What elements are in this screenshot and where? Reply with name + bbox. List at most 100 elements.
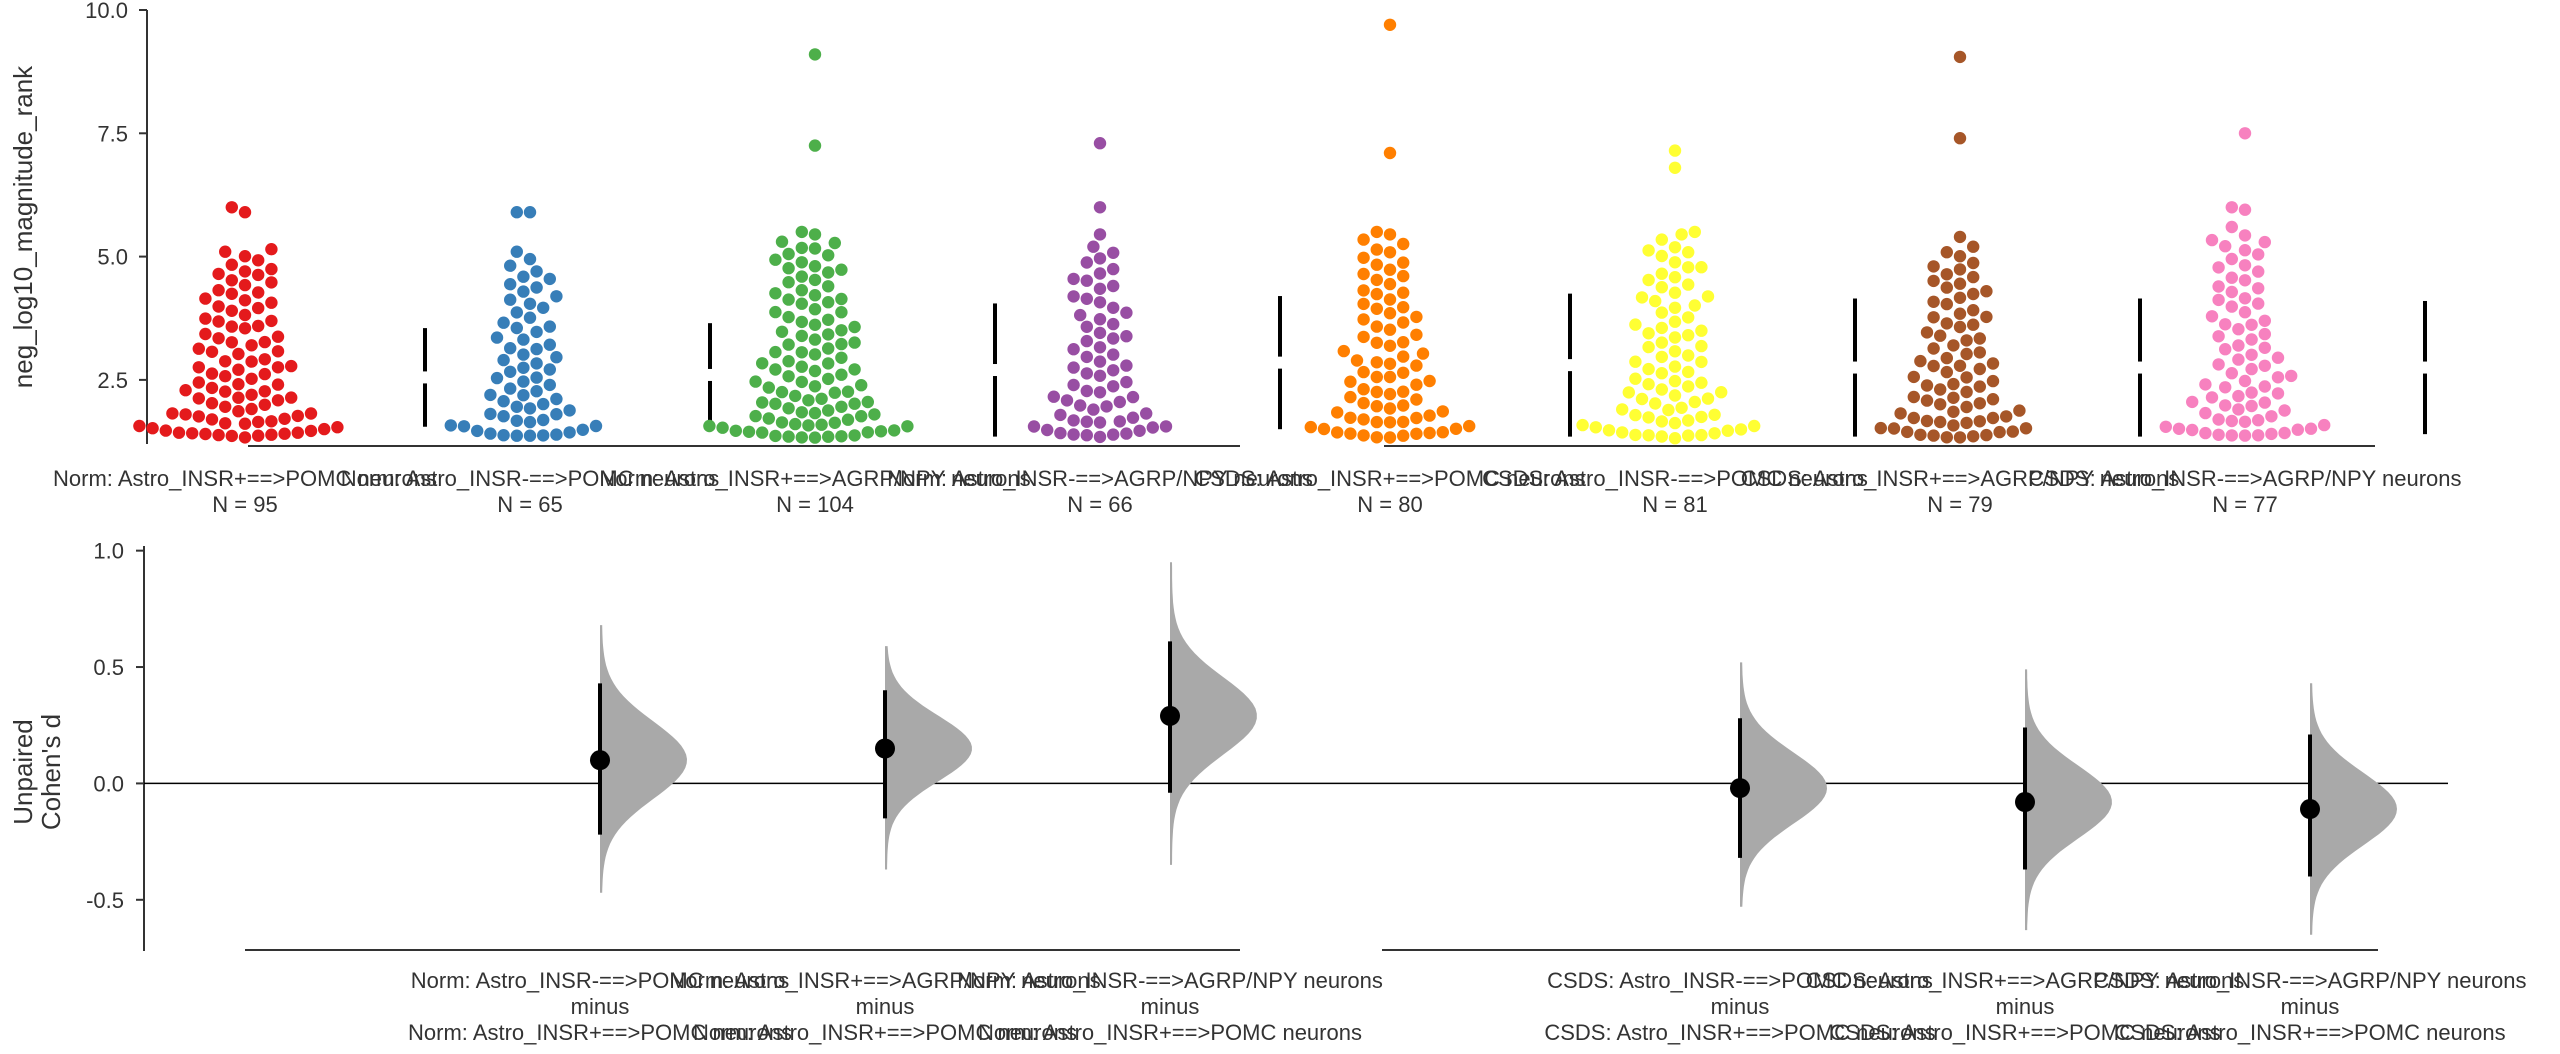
bottom-y-tick-label: 0.5	[93, 655, 124, 680]
swarm-point	[271, 394, 285, 407]
swarm-point	[1940, 297, 1954, 311]
swarm-point	[1357, 284, 1370, 297]
swarm-point	[1973, 362, 1987, 376]
swarm-point	[238, 265, 252, 278]
swarm-point	[245, 402, 258, 416]
swarm-point	[212, 284, 225, 297]
swarm-point	[1133, 424, 1146, 437]
swarm-point	[835, 263, 848, 276]
swarm-point	[769, 287, 782, 300]
swarm-point	[2199, 426, 2212, 440]
swarm-point	[291, 409, 304, 423]
swarm-point	[822, 328, 835, 341]
swarm-point	[1357, 251, 1370, 264]
swarm-point	[146, 422, 159, 435]
swarm-point	[1140, 407, 1153, 420]
group-label: Norm: Astro_INSR-==>POMC neurons	[341, 466, 719, 491]
swarm-point	[1410, 427, 1423, 440]
swarm-point	[1927, 274, 1940, 288]
swarm-point	[2278, 404, 2291, 417]
swarm-point	[795, 315, 808, 329]
swarm-point	[1642, 429, 1655, 442]
swarm-point	[2232, 339, 2245, 352]
swarm-point	[2271, 351, 2285, 364]
swarm-point	[510, 206, 523, 219]
swarm-point	[1383, 370, 1397, 384]
swarm-point	[868, 408, 881, 421]
swarm-point	[1668, 389, 1682, 402]
swarm-point	[1027, 420, 1041, 433]
swarm-point	[1436, 426, 1450, 439]
swarm-point	[1107, 332, 1120, 345]
swarm-point	[205, 413, 219, 426]
swarm-point	[1668, 416, 1682, 430]
swarm-point	[1973, 332, 1987, 345]
swarm-point	[523, 297, 537, 310]
swarm-point	[245, 355, 258, 368]
swarm-point	[1060, 394, 1074, 407]
swarm-point	[822, 266, 835, 279]
swarm-point	[888, 424, 901, 437]
swarm-point	[769, 253, 782, 266]
swarm-point	[517, 285, 530, 298]
comparison-test-label: CSDS: Astro_INSR-==>POMC neurons	[1547, 968, 1933, 993]
swarm-point	[2238, 274, 2252, 287]
swarm-point	[795, 406, 808, 419]
group-n-label: N = 81	[1642, 492, 1707, 517]
bottom-y-axis-label-line1: Unpaired	[8, 719, 38, 825]
effect-size-point	[1160, 705, 1180, 726]
swarm-point	[795, 360, 808, 373]
swarm-point	[1576, 418, 1589, 432]
swarm-point	[1668, 241, 1682, 254]
comparison-test-label: Norm: Astro_INSR+==>AGRP/NPY neurons	[669, 968, 1100, 993]
swarm-point	[1436, 405, 1450, 418]
swarm-point	[1668, 315, 1682, 328]
swarm-point	[271, 378, 285, 391]
swarm-point	[729, 424, 742, 437]
swarm-point	[1397, 429, 1410, 442]
swarm-point	[1383, 18, 1397, 31]
swarm-point	[179, 408, 192, 421]
swarm-point	[1397, 350, 1410, 363]
swarm-point	[2238, 244, 2252, 257]
swarm-point	[245, 339, 258, 352]
swarm-point	[1642, 244, 1655, 257]
bootstrap-distribution	[2025, 669, 2112, 931]
swarm-point	[835, 324, 848, 337]
swarm-point	[271, 345, 285, 358]
swarm-point	[1708, 408, 1721, 421]
swarm-point	[1093, 430, 1107, 444]
swarm-point	[1080, 415, 1094, 428]
swarm-point	[504, 342, 517, 355]
swarm-point	[782, 355, 795, 368]
swarm-point	[1920, 414, 1934, 428]
swarm-point	[1093, 341, 1107, 354]
swarm-point	[252, 429, 265, 442]
top-y-axis-label: neg_log10_magnitude_rank	[8, 65, 38, 388]
swarm-point	[2225, 271, 2238, 284]
swarm-point	[1120, 359, 1133, 372]
swarm-point	[212, 267, 225, 281]
swarm-point	[1980, 285, 1993, 298]
swarm-point	[504, 259, 517, 272]
swarm-point	[1370, 356, 1384, 369]
swarm-point	[497, 429, 510, 442]
swarm-point	[1947, 339, 1960, 352]
swarm-point	[192, 376, 205, 389]
swarm-point	[1080, 320, 1094, 333]
swarm-point	[225, 304, 238, 317]
swarm-point	[2232, 403, 2245, 416]
swarm-point	[1649, 294, 1662, 308]
swarm-point	[265, 276, 278, 289]
swarm-point	[1695, 324, 1708, 337]
swarm-point	[1410, 393, 1423, 406]
swarm-point	[1370, 320, 1384, 333]
swarm-point	[2238, 374, 2252, 388]
swarm-point	[278, 412, 291, 425]
bootstrap-distribution	[600, 625, 687, 893]
swarm-point	[2258, 396, 2271, 409]
swarm-point	[795, 375, 808, 389]
swarm-point	[1107, 380, 1120, 393]
swarm-point	[1655, 249, 1669, 263]
swarm-point	[782, 247, 795, 261]
